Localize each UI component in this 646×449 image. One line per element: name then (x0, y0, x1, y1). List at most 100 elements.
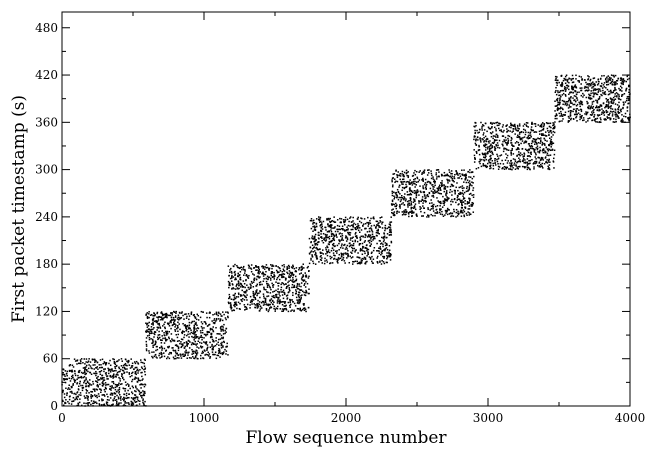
data-point (103, 368, 105, 370)
data-point (451, 190, 453, 193)
data-point (126, 368, 128, 370)
data-point (623, 80, 626, 82)
data-point (401, 214, 404, 216)
data-point (574, 90, 576, 92)
data-point (99, 388, 102, 391)
data-point (533, 138, 536, 141)
data-point (177, 349, 180, 352)
data-point (90, 400, 93, 402)
data-point (497, 144, 499, 147)
data-point (310, 241, 312, 244)
data-point (422, 178, 424, 181)
data-point (359, 239, 362, 242)
data-point (135, 386, 137, 389)
data-point (542, 149, 545, 151)
data-point (479, 137, 481, 139)
data-point (242, 280, 245, 282)
data-point (167, 346, 170, 349)
data-point (330, 235, 333, 237)
data-point (403, 204, 406, 206)
data-point (96, 366, 99, 368)
data-point (593, 88, 595, 90)
data-point (121, 360, 123, 362)
data-point (205, 334, 207, 337)
data-point (155, 356, 157, 358)
data-point (525, 125, 528, 127)
data-point (611, 78, 614, 81)
data-point (208, 312, 211, 314)
data-point (441, 183, 443, 186)
data-point (214, 351, 217, 354)
data-point (484, 165, 487, 168)
data-point (393, 203, 395, 206)
data-point (293, 284, 296, 287)
data-point (579, 100, 582, 102)
data-point (103, 389, 106, 391)
data-point (443, 184, 445, 186)
data-point (612, 91, 614, 94)
data-point (628, 89, 630, 91)
data-point (101, 399, 103, 402)
data-point (592, 81, 594, 83)
data-point (173, 323, 175, 325)
data-point (407, 171, 409, 173)
data-point (161, 319, 164, 321)
data-point (432, 192, 434, 194)
data-point (370, 240, 373, 243)
data-point (89, 365, 92, 367)
data-point (288, 270, 291, 272)
data-point (538, 161, 541, 163)
data-point (90, 367, 92, 369)
data-point (278, 302, 281, 305)
data-point (76, 398, 79, 401)
data-point (590, 83, 592, 86)
data-point (608, 76, 611, 79)
data-point (416, 215, 418, 217)
data-point (89, 383, 91, 385)
data-point (209, 356, 212, 358)
data-point (379, 220, 381, 222)
data-point (297, 300, 299, 302)
data-point (494, 147, 497, 150)
data-point (575, 113, 578, 115)
data-point (542, 167, 544, 169)
data-point (307, 306, 310, 309)
data-point (329, 217, 331, 220)
data-point (153, 344, 156, 346)
data-point (111, 381, 113, 383)
data-point (395, 191, 398, 194)
data-point (501, 135, 504, 137)
data-point (494, 158, 497, 160)
data-point (336, 252, 338, 254)
data-point (276, 271, 279, 274)
data-point (301, 290, 304, 293)
data-point (244, 309, 246, 311)
data-point (446, 210, 448, 213)
data-point (271, 272, 274, 274)
data-point (112, 377, 114, 379)
data-point (516, 161, 518, 164)
data-point (258, 268, 260, 271)
data-point (232, 309, 235, 311)
data-point (246, 294, 248, 296)
data-point (180, 341, 182, 343)
data-point (129, 387, 131, 390)
data-point (463, 169, 465, 171)
data-point (120, 368, 122, 371)
data-point (179, 328, 181, 331)
data-point (561, 85, 563, 88)
data-point (168, 330, 171, 333)
data-point (109, 359, 111, 362)
data-point (554, 75, 557, 78)
data-point (358, 261, 360, 264)
data-point (422, 205, 424, 207)
data-point (487, 148, 489, 150)
data-point (364, 246, 367, 249)
data-point (388, 251, 390, 254)
data-point (309, 219, 312, 222)
data-point (267, 304, 269, 306)
data-point (212, 329, 214, 332)
data-point (580, 117, 583, 119)
data-point (89, 361, 92, 363)
data-point (472, 211, 475, 213)
